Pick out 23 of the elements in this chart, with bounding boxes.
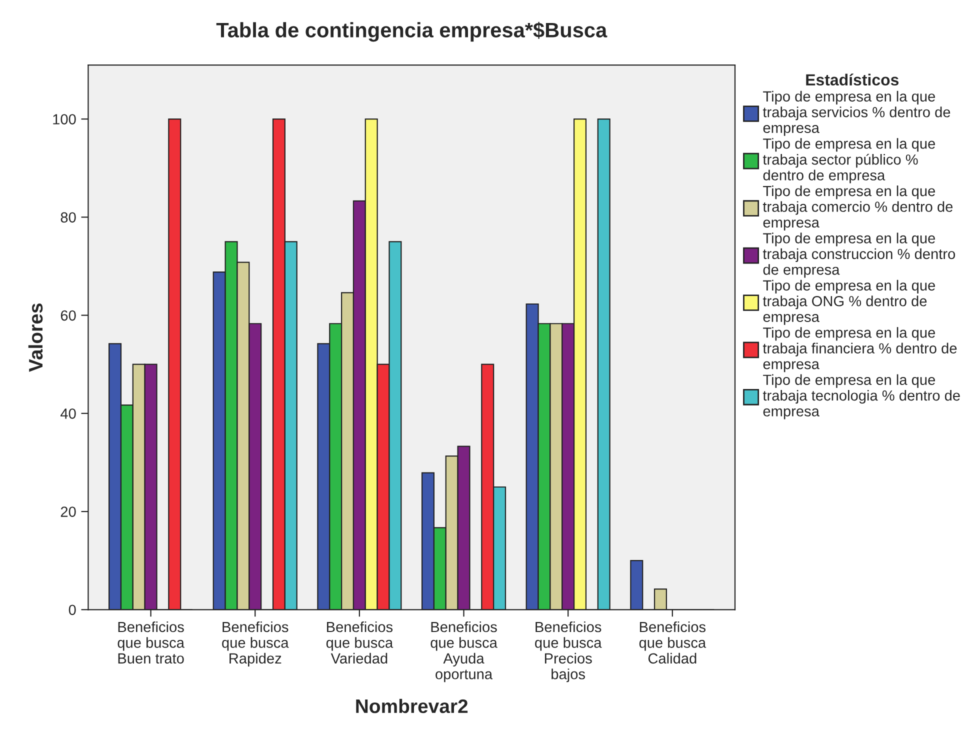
legend-label: Tipo de empresa en la que trabaja tecnologia % dentro de empresa [762,374,960,420]
legend-label: Tipo de empresa en la que trabaja comercio % dentro de empresa [762,185,953,230]
legend-label: Tipo de empresa en la que trabaja servicios % dentro de empresa [762,90,950,136]
x-axis-title: Nombrevar2 [356,698,468,714]
legend-label: Tipo de empresa en la que trabaja construccion % dentro de empresa [762,232,956,278]
x-tick-label: Beneficios que busca Buen trato [118,621,184,664]
legend-label: Tipo de empresa en la que trabaja sector público % dentro de empresa [762,138,936,184]
y-tick-label: 100 [53,114,76,124]
legend-label: Tipo de empresa en la que trabaja financiera % dentro de empresa [762,327,957,372]
chart-title: Tabla de contingencia empresa*$Busca [216,22,608,42]
y-axis-title: Valores [28,304,43,372]
x-tick-label: Beneficios que busca Ayuda oportuna [430,621,498,682]
x-tick-label: Beneficios que busca Calidad [639,621,706,664]
y-tick-label: 0 [68,604,76,616]
x-tick-label: Beneficios que busca Rapidez [222,621,289,666]
y-tick-label: 20 [60,506,76,517]
legend-title: Estadísticos [806,74,899,86]
y-tick-label: 60 [60,310,76,321]
y-tick-label: 40 [60,408,76,419]
x-tick-label: Beneficios que busca Precios bajos [535,621,602,682]
legend-label: Tipo de empresa en la que trabaja ONG % dentro de empresa [762,280,936,325]
x-tick-label: Beneficios que busca Variedad [326,621,394,664]
y-tick-label: 80 [60,212,76,223]
